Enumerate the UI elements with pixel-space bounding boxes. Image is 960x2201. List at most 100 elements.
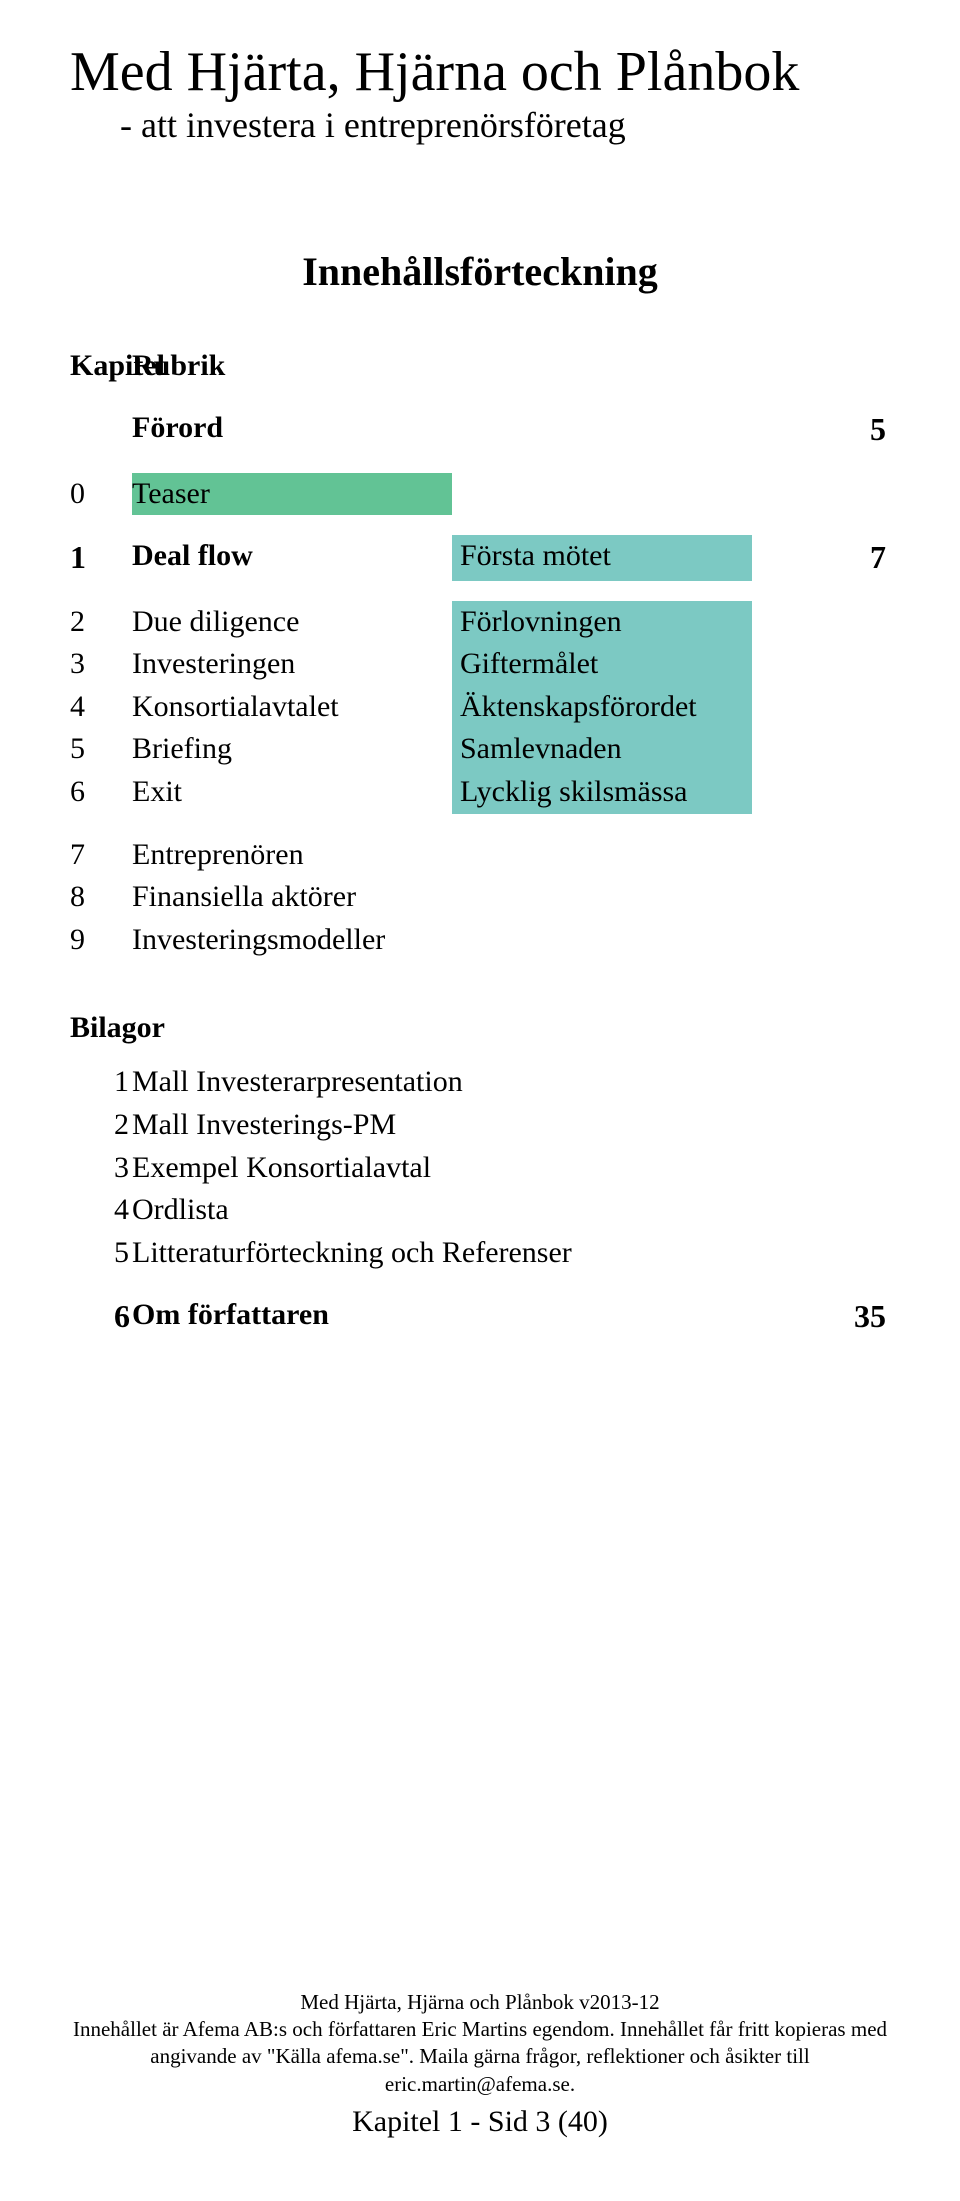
bilagor-row: 1 Mall Investerarpresentation bbox=[70, 1061, 890, 1104]
spacer bbox=[70, 814, 890, 834]
toc-page bbox=[752, 686, 890, 729]
toc-rubrik: Investeringsmodeller bbox=[132, 919, 452, 962]
toc-rubrik: Exit bbox=[132, 771, 452, 814]
bilagor-num: 2 bbox=[70, 1104, 132, 1147]
toc-row: 8 Finansiella aktörer bbox=[70, 876, 890, 919]
document-subtitle: - att investera i entreprenörsföretag bbox=[120, 104, 890, 147]
bilagor-page bbox=[752, 1147, 890, 1190]
toc-row: 6 Exit Lycklig skilsmässa bbox=[70, 771, 890, 814]
bilagor-rubrik: Litteraturförteckning och Referenser bbox=[132, 1232, 752, 1275]
toc-metafor: Första mötet bbox=[452, 535, 752, 580]
toc-row: 2 Due diligence Förlovningen bbox=[70, 601, 890, 644]
bilagor-page: 35 bbox=[752, 1294, 890, 1339]
bilagor-row: 6 Om författaren 35 bbox=[70, 1294, 890, 1339]
toc-heading: Innehållsförteckning bbox=[70, 248, 890, 295]
toc-row: 9 Investeringsmodeller bbox=[70, 919, 890, 962]
toc-rubrik: Konsortialavtalet bbox=[132, 686, 452, 729]
toc-row: 5 Briefing Samlevnaden bbox=[70, 728, 890, 771]
toc-header-metafor bbox=[452, 345, 752, 388]
bilagor-rubrik: Mall Investerings-PM bbox=[132, 1104, 752, 1147]
toc-header-rubrik: Rubrik bbox=[132, 345, 452, 388]
toc-header-page bbox=[752, 345, 890, 388]
toc-row: 7 Entreprenören bbox=[70, 834, 890, 877]
toc-num: 2 bbox=[70, 601, 132, 644]
toc-num: 9 bbox=[70, 919, 132, 962]
toc-num: 7 bbox=[70, 834, 132, 877]
toc-page bbox=[752, 728, 890, 771]
toc-num: 3 bbox=[70, 643, 132, 686]
bilagor-row: 5 Litteraturförteckning och Referenser bbox=[70, 1232, 890, 1275]
toc-num: 6 bbox=[70, 771, 132, 814]
bilagor-num: 1 bbox=[70, 1061, 132, 1104]
toc-num: 5 bbox=[70, 728, 132, 771]
footer-email: eric.martin@afema.se. bbox=[70, 2071, 890, 2098]
bilagor-row: 3 Exempel Konsortialavtal bbox=[70, 1147, 890, 1190]
toc-rubrik: Investeringen bbox=[132, 643, 452, 686]
toc-metafor: Samlevnaden bbox=[452, 728, 752, 771]
toc-metafor bbox=[452, 876, 752, 919]
bilagor-num: 6 bbox=[70, 1294, 132, 1339]
spacer bbox=[70, 581, 890, 601]
toc-header-kapitel: Kapitel bbox=[70, 345, 132, 388]
toc-num: 0 bbox=[70, 473, 132, 516]
bilagor-page bbox=[752, 1104, 890, 1147]
spacer bbox=[70, 387, 890, 407]
bilagor-row: 2 Mall Investerings-PM bbox=[70, 1104, 890, 1147]
toc-rubrik: Deal flow bbox=[132, 535, 452, 580]
bilagor-row: 4 Ordlista bbox=[70, 1189, 890, 1232]
toc-row-forord: Förord 5 bbox=[70, 407, 890, 452]
toc-rubrik: Förord bbox=[132, 407, 452, 452]
toc-page: 5 bbox=[752, 407, 890, 452]
toc-metafor: Lycklig skilsmässa bbox=[452, 771, 752, 814]
toc-header-row: Kapitel Rubrik bbox=[70, 345, 890, 388]
bilagor-num: 4 bbox=[70, 1189, 132, 1232]
toc-num: 8 bbox=[70, 876, 132, 919]
toc-table: Kapitel Rubrik Förord 5 0 Teaser 1 Deal … bbox=[70, 345, 890, 1340]
toc-page bbox=[752, 919, 890, 962]
footer-line-1: Med Hjärta, Hjärna och Plånbok v2013-12 bbox=[70, 1989, 890, 2016]
toc-page bbox=[752, 473, 890, 516]
footer-pager: Kapitel 1 - Sid 3 (40) bbox=[70, 2102, 890, 2141]
page: Med Hjärta, Hjärna och Plånbok - att inv… bbox=[0, 0, 960, 2201]
toc-rubrik: Entreprenören bbox=[132, 834, 452, 877]
toc-row: 3 Investeringen Giftermålet bbox=[70, 643, 890, 686]
toc-row: 4 Konsortialavtalet Äktenskapsförordet bbox=[70, 686, 890, 729]
bilagor-num: 3 bbox=[70, 1147, 132, 1190]
toc-rubrik: Briefing bbox=[132, 728, 452, 771]
toc-page bbox=[752, 771, 890, 814]
toc-metafor: Äktenskapsförordet bbox=[452, 686, 752, 729]
toc-metafor bbox=[452, 834, 752, 877]
spacer bbox=[70, 1274, 890, 1294]
toc-metafor bbox=[452, 407, 752, 452]
spacer bbox=[70, 515, 890, 535]
toc-rubrik: Finansiella aktörer bbox=[132, 876, 452, 919]
toc-page bbox=[752, 601, 890, 644]
spacer bbox=[70, 453, 890, 473]
toc-page: 7 bbox=[752, 535, 890, 580]
toc-rubrik: Due diligence bbox=[132, 601, 452, 644]
bilagor-rubrik: Mall Investerarpresentation bbox=[132, 1061, 752, 1104]
toc-page bbox=[752, 643, 890, 686]
document-title: Med Hjärta, Hjärna och Plånbok bbox=[70, 40, 890, 104]
footer-line-2: Innehållet är Afema AB:s och författaren… bbox=[70, 2016, 890, 2071]
toc-num: 4 bbox=[70, 686, 132, 729]
bilagor-rubrik: Ordlista bbox=[132, 1189, 752, 1232]
toc-num: 1 bbox=[70, 535, 132, 580]
toc-metafor bbox=[452, 473, 752, 516]
toc-page bbox=[752, 876, 890, 919]
toc-row: 0 Teaser bbox=[70, 473, 890, 516]
bilagor-rubrik: Exempel Konsortialavtal bbox=[132, 1147, 752, 1190]
page-footer: Med Hjärta, Hjärna och Plånbok v2013-12 … bbox=[70, 1989, 890, 2141]
toc-num bbox=[70, 407, 132, 452]
bilagor-page bbox=[752, 1061, 890, 1104]
bilagor-rubrik: Om författaren bbox=[132, 1294, 752, 1339]
toc-metafor bbox=[452, 919, 752, 962]
bilagor-page bbox=[752, 1232, 890, 1275]
toc-metafor: Förlovningen bbox=[452, 601, 752, 644]
bilagor-page bbox=[752, 1189, 890, 1232]
bilagor-num: 5 bbox=[70, 1232, 132, 1275]
bilagor-heading: Bilagor bbox=[70, 1011, 890, 1045]
toc-rubrik: Teaser bbox=[132, 473, 452, 516]
toc-row: 1 Deal flow Första mötet 7 bbox=[70, 535, 890, 580]
toc-page bbox=[752, 834, 890, 877]
